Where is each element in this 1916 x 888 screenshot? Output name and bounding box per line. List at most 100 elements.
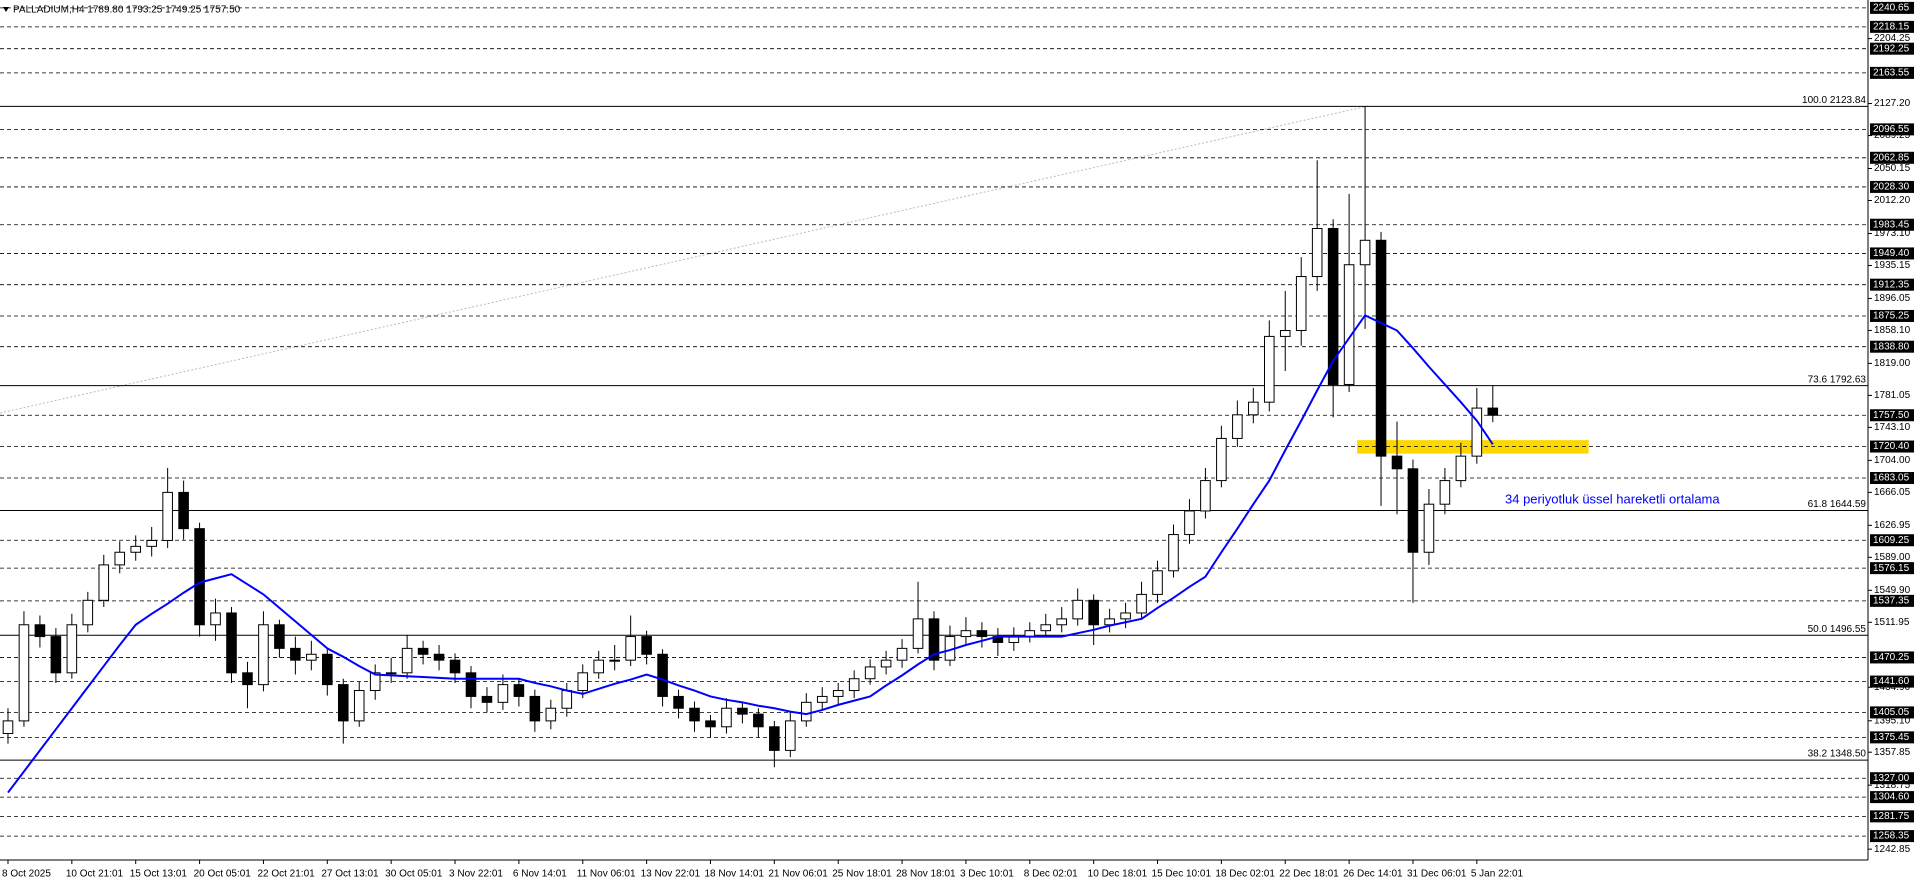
level-label: 1949.40 — [1873, 248, 1910, 259]
x-tick-label: 11 Nov 06:01 — [577, 869, 636, 880]
candle-body — [178, 491, 189, 530]
candle-body — [1487, 407, 1499, 416]
level-label-box — [1870, 309, 1914, 322]
level-label: 2163.55 — [1873, 68, 1910, 79]
candle-body — [1311, 227, 1323, 278]
candle-body — [800, 701, 812, 722]
level-label: 1304.60 — [1873, 792, 1910, 803]
x-tick-label: 8 Dec 02:01 — [1024, 869, 1078, 880]
candle-body — [1088, 599, 1099, 626]
level-label-box — [1870, 772, 1914, 785]
candle-body — [1407, 468, 1419, 553]
y-tick-label: 2089.25 — [1874, 130, 1911, 141]
level-label: 1875.25 — [1873, 311, 1910, 322]
y-tick-label: 1549.90 — [1874, 585, 1911, 596]
level-label: 1609.25 — [1873, 535, 1910, 546]
x-tick-label: 21 Nov 06:01 — [768, 869, 828, 880]
y-tick-label: 1743.10 — [1874, 422, 1911, 433]
candle-body — [832, 690, 844, 697]
candle-body — [577, 672, 589, 692]
candle-body — [1327, 227, 1339, 385]
level-label: 2062.85 — [1873, 152, 1910, 163]
x-tick-label: 22 Oct 21:01 — [257, 869, 315, 880]
candle-body — [130, 545, 141, 553]
level-label: 2218.15 — [1873, 21, 1910, 32]
level-label: 1720.40 — [1873, 441, 1910, 452]
candle-body — [785, 720, 796, 751]
level-label-box — [1870, 830, 1914, 843]
level-label-box — [1870, 440, 1914, 453]
candle-body — [18, 624, 30, 722]
candle-body — [896, 647, 908, 661]
candle-body — [114, 551, 126, 566]
candle-body — [1295, 276, 1307, 332]
x-tick-label: 10 Dec 18:01 — [1088, 869, 1148, 880]
level-label-box — [1870, 810, 1914, 823]
fib-label: 61.8 1644.59 — [1808, 499, 1867, 510]
level-label-box — [1870, 151, 1914, 164]
level-label-box — [1870, 594, 1914, 607]
candle-body — [146, 539, 157, 547]
chart-header: PALLADIUM,H4 1789.80 1793.25 1749.25 175… — [13, 5, 241, 16]
y-tick-label: 1781.05 — [1874, 390, 1911, 401]
candle-body — [433, 653, 445, 661]
candle-body — [1439, 480, 1451, 505]
level-label-box — [1870, 472, 1914, 485]
x-tick-label: 22 Dec 18:01 — [1279, 869, 1339, 880]
candle-body — [34, 624, 46, 638]
candle-body — [290, 647, 301, 661]
y-tick-label: 1242.85 — [1874, 844, 1911, 855]
candle-body — [1248, 401, 1259, 416]
level-label: 2240.65 — [1873, 3, 1910, 14]
ema-line — [7, 314, 1494, 794]
candle-body — [66, 624, 78, 674]
candle-body — [1455, 455, 1467, 482]
level-label: 1537.35 — [1873, 596, 1910, 607]
candle-body — [1216, 437, 1227, 482]
level-label-box — [1870, 247, 1914, 260]
level-label: 1441.60 — [1873, 676, 1910, 687]
candle-body — [1056, 618, 1068, 626]
y-tick-label: 1511.95 — [1874, 617, 1910, 628]
level-label: 1576.15 — [1873, 563, 1910, 574]
y-tick-label: 1973.10 — [1874, 228, 1911, 239]
annotation: 34 periyotluk üssel hareketli ortalama — [1505, 491, 1720, 506]
y-tick-label: 1704.00 — [1874, 455, 1911, 466]
level-label-box — [1870, 42, 1914, 55]
y-tick-label: 1395.10 — [1874, 715, 1911, 726]
level-label: 2028.30 — [1873, 182, 1910, 193]
level-label-box — [1870, 340, 1914, 353]
x-tick-label: 31 Dec 06:01 — [1407, 869, 1467, 880]
y-tick-label: 1626.95 — [1874, 520, 1911, 531]
y-tick-label: 2012.20 — [1874, 195, 1911, 206]
x-tick-label: 27 Oct 13:01 — [321, 869, 379, 880]
x-tick-label: 8 Oct 2025 — [2, 869, 51, 880]
candle-body — [194, 528, 205, 626]
candle-body — [561, 690, 573, 709]
candle-body — [1136, 593, 1147, 614]
level-label: 1683.05 — [1873, 473, 1910, 484]
level-label-box — [1870, 562, 1914, 575]
candle-body — [1391, 455, 1403, 470]
level-label: 1983.45 — [1873, 219, 1910, 230]
fib-label: 73.6 1792.63 — [1808, 374, 1867, 385]
level-label: 1838.80 — [1873, 341, 1910, 352]
candle-body — [369, 672, 381, 692]
candle-body — [449, 659, 461, 674]
y-tick-label: 1666.05 — [1874, 487, 1911, 498]
level-label-box — [1870, 218, 1914, 231]
candle-body — [657, 653, 668, 697]
candle-body — [353, 690, 365, 722]
fib-base-line — [0, 105, 1369, 414]
y-tick-label: 2127.20 — [1874, 98, 1911, 109]
x-tick-label: 3 Dec 10:01 — [960, 869, 1014, 880]
x-tick-label: 18 Dec 02:01 — [1215, 869, 1275, 880]
candle-body — [960, 630, 972, 638]
candle-body — [641, 636, 652, 655]
candle-body — [258, 624, 269, 686]
candle-body — [721, 707, 732, 728]
x-tick-label: 6 Nov 14:01 — [513, 869, 567, 880]
candle-body — [753, 713, 764, 728]
x-tick-label: 18 Nov 14:01 — [704, 869, 764, 880]
